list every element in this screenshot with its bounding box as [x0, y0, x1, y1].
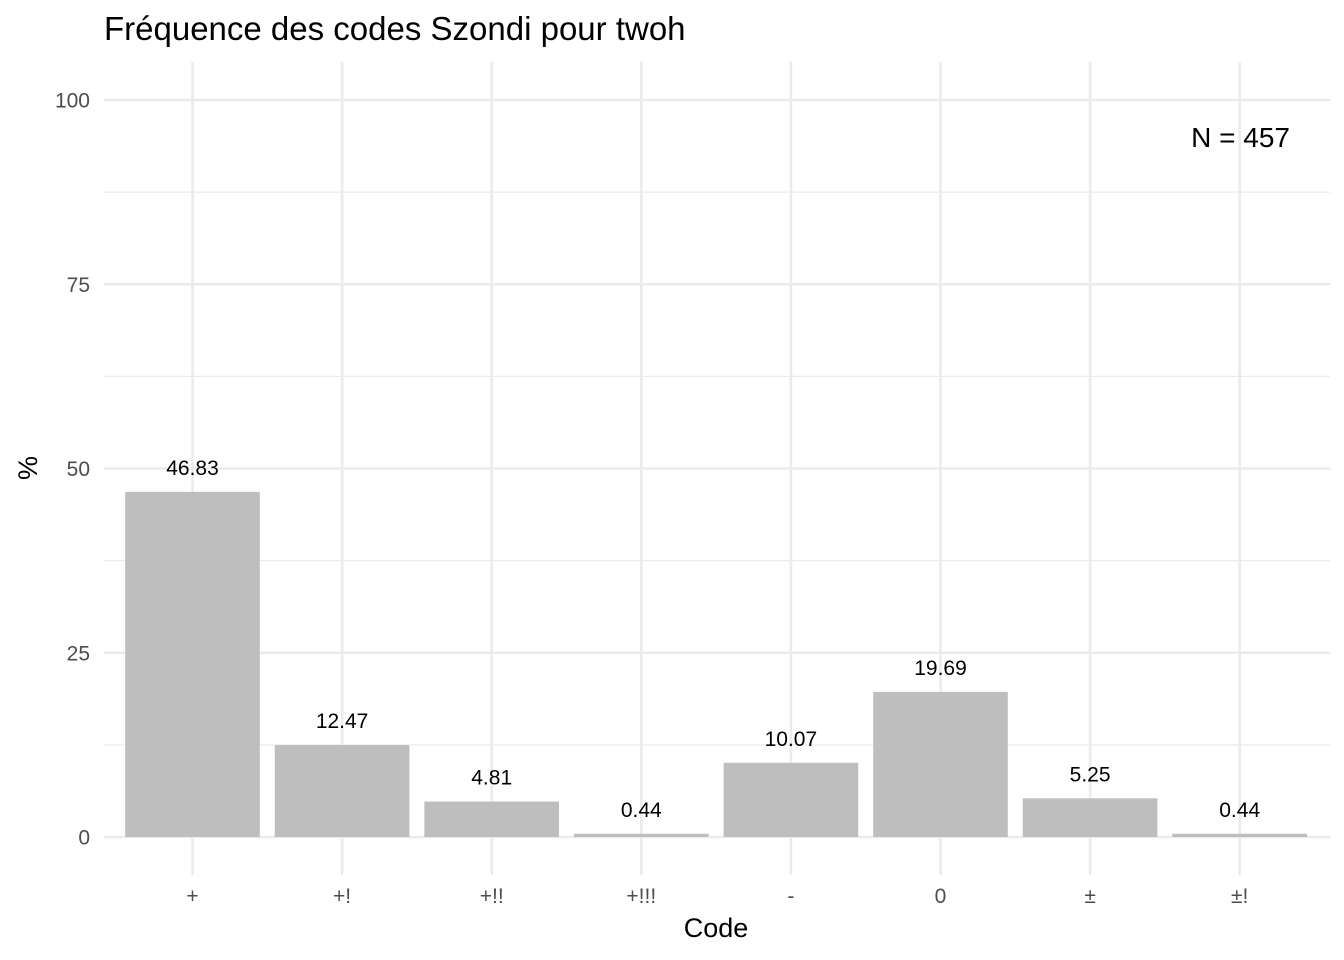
- chart-title: Fréquence des codes Szondi pour twoh: [104, 10, 686, 47]
- minor-gridlines: [104, 191, 1330, 746]
- y-tick-labels: 0 25 50 75 100: [55, 90, 90, 850]
- x-tick-labels: + +! +!! +!!! - 0 ± ±!: [186, 885, 1248, 908]
- x-tick-label: +!!!: [626, 885, 656, 908]
- x-tick-label: ±!: [1231, 885, 1248, 908]
- bar-value-label: 4.81: [471, 767, 512, 790]
- y-tick-label: 75: [67, 274, 90, 297]
- y-axis-label: %: [13, 456, 43, 480]
- y-tick-label: 25: [67, 642, 90, 665]
- bar: [1022, 798, 1158, 837]
- x-tick-label: 0: [935, 885, 947, 908]
- bar-value-label: 0.44: [1219, 799, 1260, 822]
- y-tick-label: 50: [67, 458, 90, 481]
- bar: [873, 691, 1008, 837]
- bar: [723, 762, 859, 837]
- x-tick-label: +!: [333, 885, 351, 908]
- y-tick-label: 0: [78, 827, 90, 850]
- sample-size-annotation: N = 457: [1191, 122, 1290, 153]
- bar-value-label: 19.69: [914, 657, 967, 680]
- x-tick-label: +!!: [480, 885, 504, 908]
- x-tick-label: -: [787, 885, 794, 908]
- bar-value-label: 0.44: [621, 799, 662, 822]
- bar: [573, 833, 709, 837]
- bar: [274, 745, 410, 837]
- bar-value-label: 46.83: [166, 457, 219, 480]
- bar: [1172, 833, 1308, 837]
- y-tick-label: 100: [55, 90, 90, 113]
- bar: [424, 801, 560, 837]
- major-gridlines: [104, 62, 1330, 875]
- bars-group: [125, 491, 1308, 837]
- x-axis-label: Code: [684, 913, 749, 943]
- x-tick-label: ±: [1084, 885, 1096, 908]
- bar-value-label: 12.47: [316, 710, 369, 733]
- bar: [125, 491, 260, 837]
- x-tick-label: +: [186, 885, 198, 908]
- data-labels-group: 46.83 12.47 4.81 0.44 10.07 19.69 5.25 0.44: [166, 457, 1260, 822]
- bar-value-label: 10.07: [765, 728, 818, 751]
- bar-value-label: 5.25: [1070, 763, 1111, 786]
